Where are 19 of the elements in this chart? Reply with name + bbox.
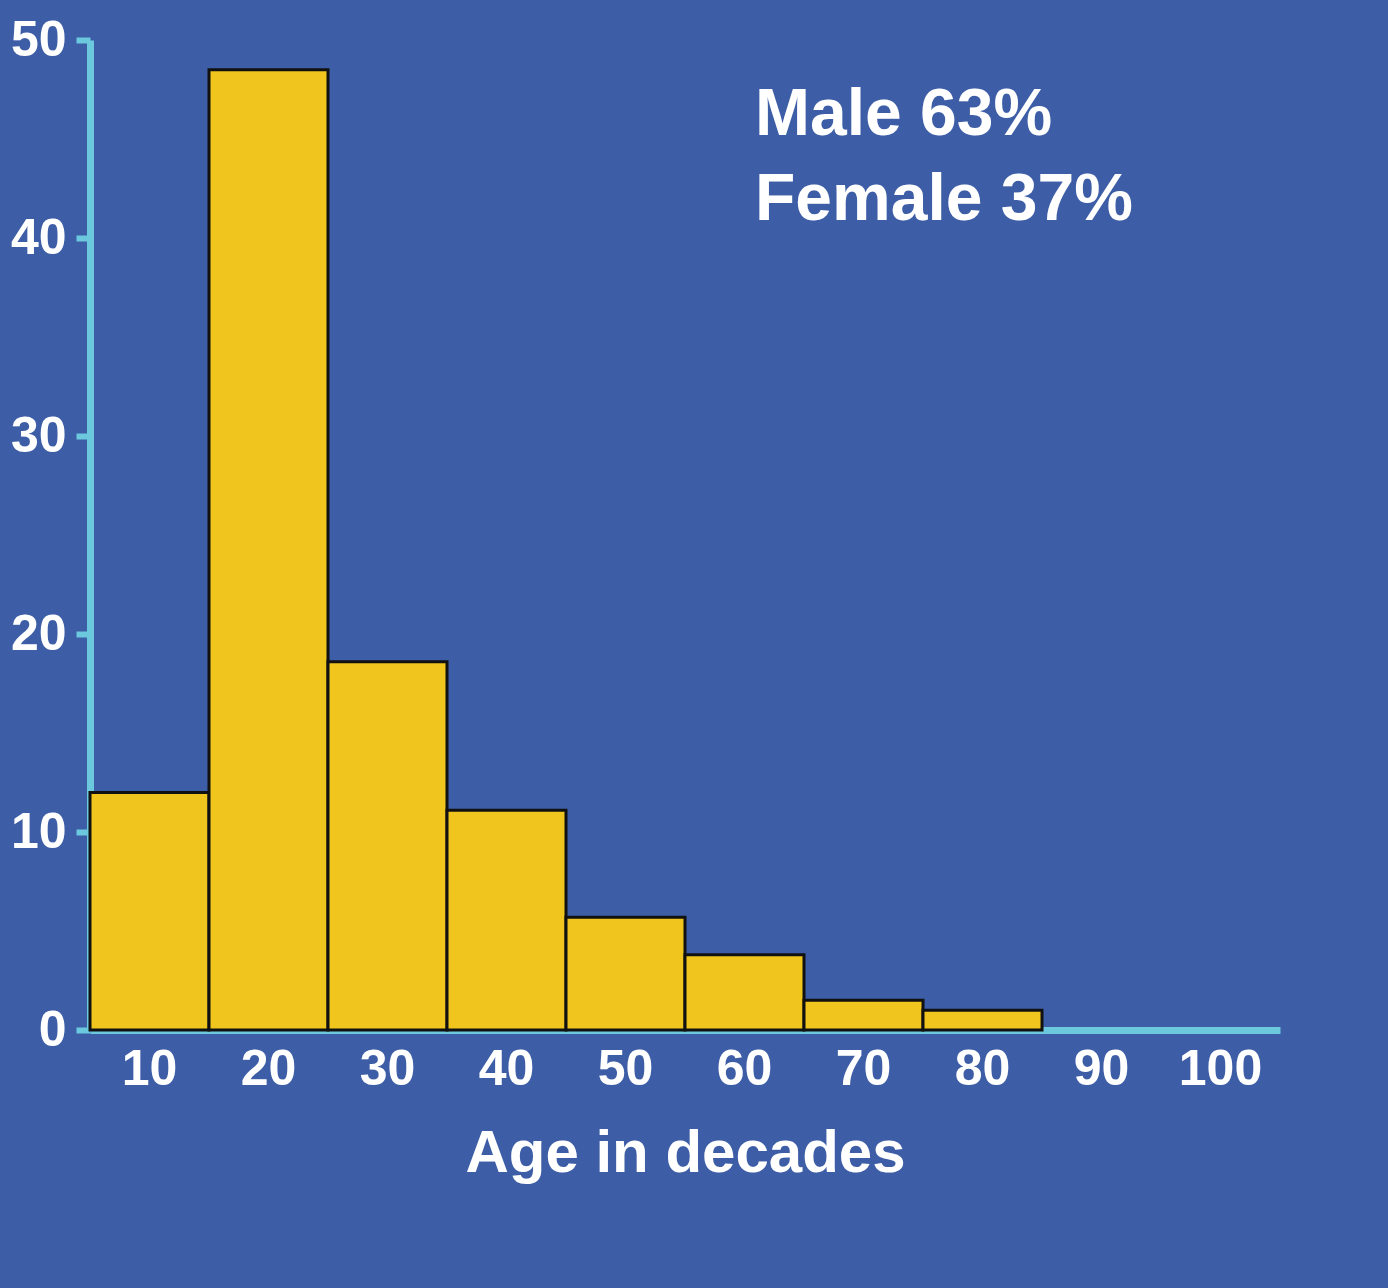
x-tick-label: 90 <box>1073 1039 1130 1096</box>
annotation: Female 37% <box>755 160 1133 234</box>
x-tick-label: 60 <box>716 1039 773 1096</box>
y-tick-label: 10 <box>10 802 67 859</box>
x-tick-label: 80 <box>954 1039 1011 1096</box>
x-tick-label: 100 <box>1178 1039 1263 1096</box>
x-tick-label: 50 <box>597 1039 654 1096</box>
x-tick-label: 10 <box>121 1039 178 1096</box>
y-tick-label: 40 <box>10 208 67 265</box>
y-tick-label: 20 <box>10 604 67 661</box>
x-tick-label: 30 <box>359 1039 416 1096</box>
y-tick-label: 30 <box>10 406 67 463</box>
y-tick-label: 50 <box>10 10 67 67</box>
x-axis-title: Age in decades <box>465 1117 906 1185</box>
y-tick-label: 0 <box>38 1000 67 1057</box>
x-tick-label: 70 <box>835 1039 892 1096</box>
x-tick-label: 20 <box>240 1039 297 1096</box>
x-tick-label: 40 <box>478 1039 535 1096</box>
annotation: Male 63% <box>755 75 1053 149</box>
